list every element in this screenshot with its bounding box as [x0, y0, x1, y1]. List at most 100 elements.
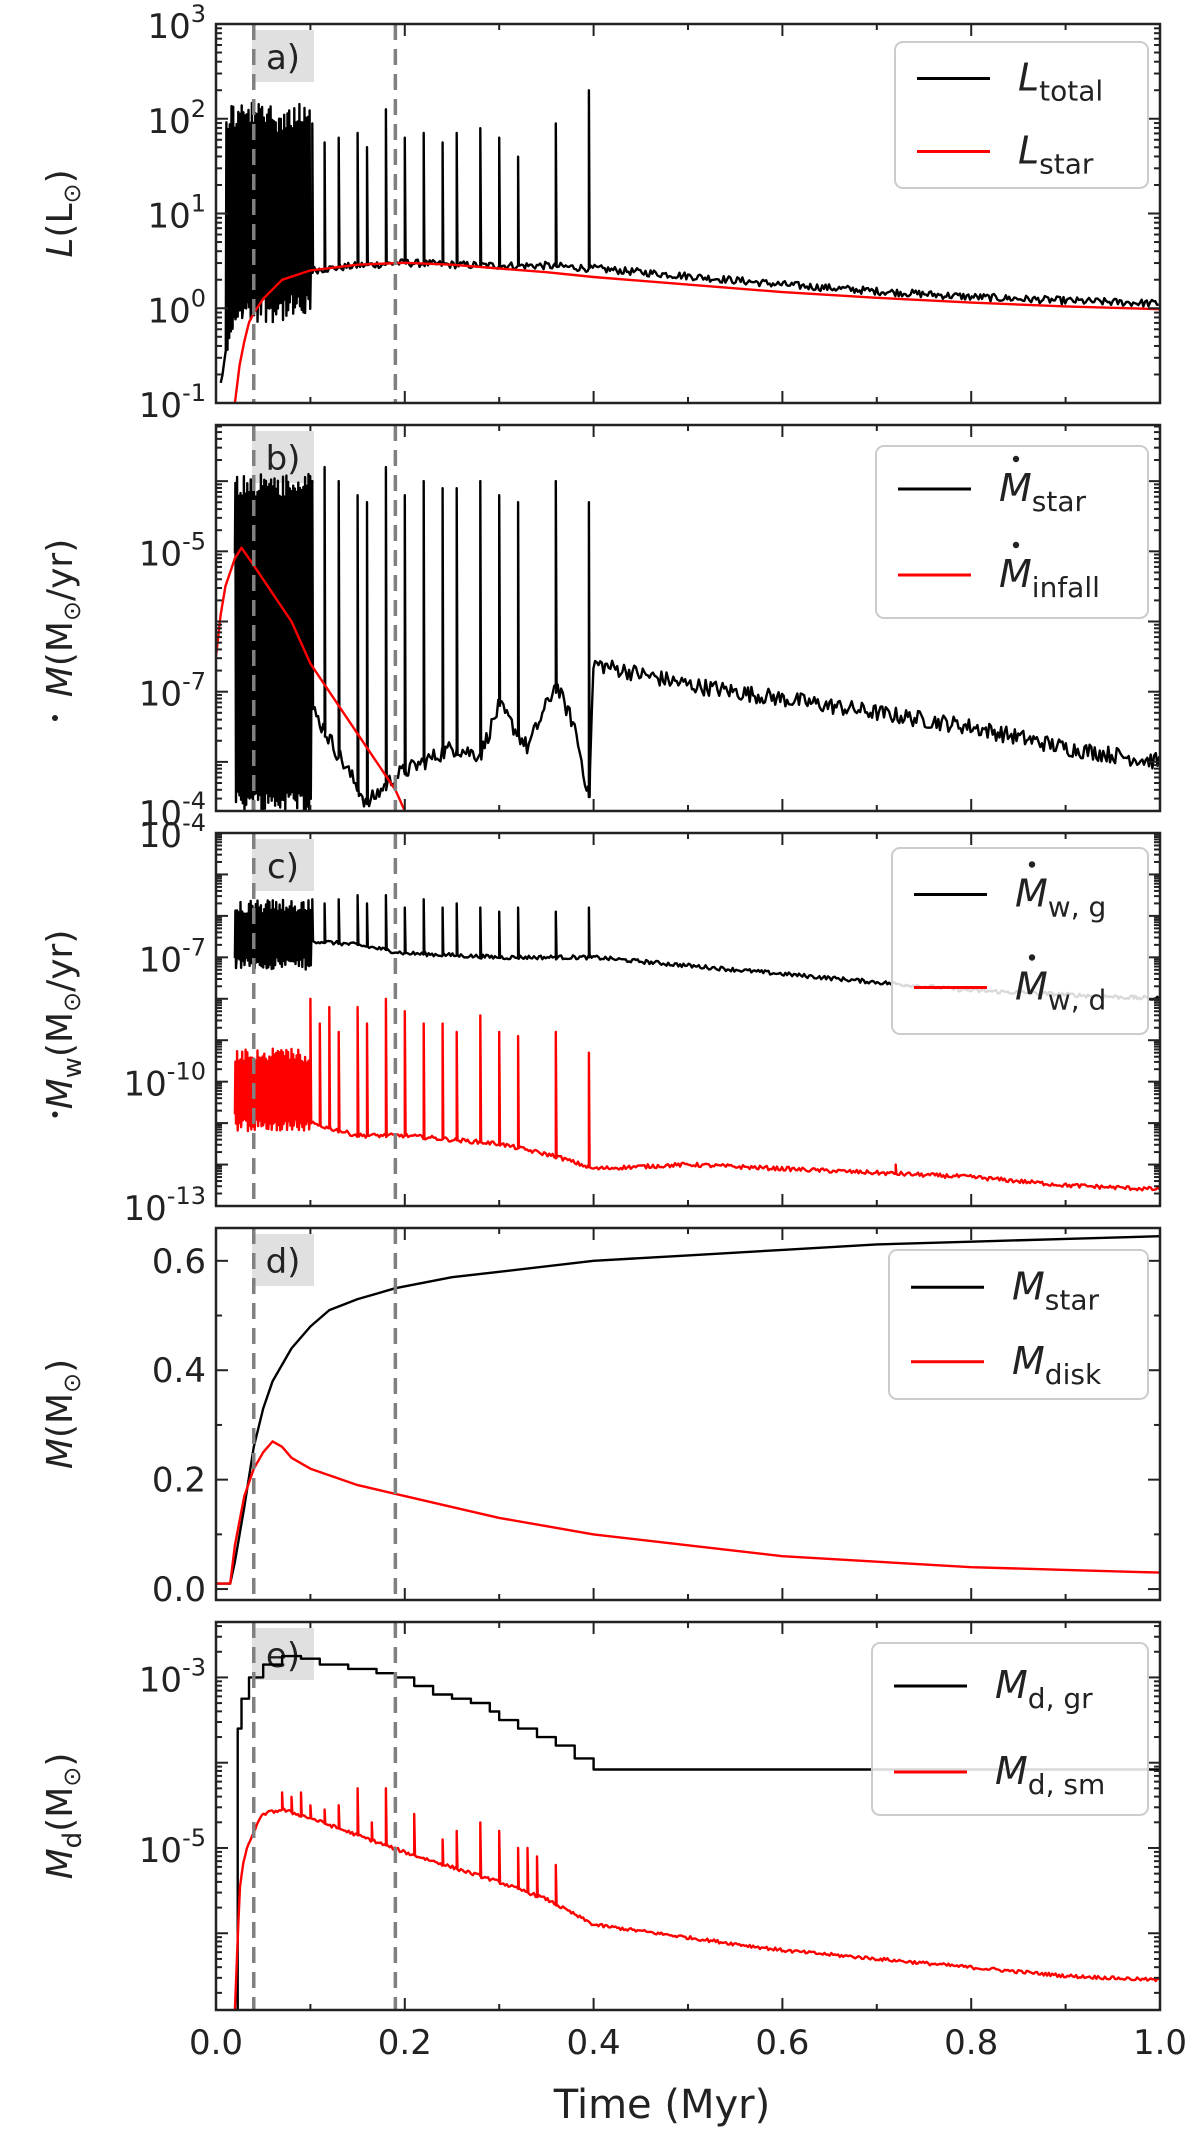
panel-label: a) — [266, 38, 300, 78]
y-tick-label: 10-3 — [139, 1653, 206, 1700]
panel-label-bg — [252, 1234, 314, 1286]
x-tick-label: 1.0 — [1133, 2023, 1187, 2063]
series-line-M_d_gr — [234, 1654, 1160, 2010]
legend-label: Mw, d — [1015, 965, 1106, 1017]
legend: Ltotal Lstar — [894, 41, 1149, 189]
legend-symbol: M — [1012, 1264, 1045, 1308]
tick-exponent: -10 — [167, 1058, 206, 1086]
y-tick-label: 0.2 — [152, 1461, 206, 1501]
tick-exponent: -5 — [182, 527, 206, 555]
tick-base: 10 — [147, 7, 190, 47]
tick-base: 10 — [139, 816, 182, 856]
panel-frame — [214, 1226, 1162, 1602]
panel-frame — [214, 423, 1162, 813]
legend-subscript: infall — [1032, 571, 1100, 604]
y-tick-label: 101 — [147, 190, 206, 237]
tick-exponent: 3 — [191, 0, 206, 28]
y-tick-label: 10-5 — [139, 527, 206, 574]
legend-subscript: d, sm — [1028, 1768, 1105, 1801]
tick-exponent: -5 — [182, 1824, 206, 1852]
ylabel-dot — [52, 1111, 58, 1118]
ylabel-close: /yr) — [40, 930, 81, 992]
y-tick-label: 10-4 — [139, 787, 206, 834]
tick-exponent: -4 — [182, 787, 206, 815]
legend-symbol: M — [995, 1663, 1028, 1707]
ylabel-sun-symbol: ⊙ — [58, 601, 86, 621]
series-group — [219, 89, 1160, 403]
y-tick-label: 103 — [147, 0, 206, 47]
ylabel-subscript: w — [58, 1057, 88, 1078]
panel-frame — [214, 22, 1162, 405]
y-tick-text: 103 — [147, 0, 206, 47]
panel-label-bg — [252, 431, 314, 483]
series-group — [216, 1235, 1160, 1585]
y-tick-label: 10-7 — [139, 668, 206, 715]
y-axis-label: L(L⊙) — [40, 169, 86, 257]
series-line-Mdot_star — [233, 465, 1160, 811]
y-tick-text: 10-1 — [139, 379, 206, 426]
legend-label: Mstar — [999, 466, 1087, 518]
tick-base: 10 — [147, 197, 190, 237]
y-tick-label: 0.0 — [152, 1570, 206, 1610]
y-tick-text: 10-4 — [139, 809, 206, 856]
series-line-M_d_sm — [233, 1787, 1160, 2010]
x-tick-label: 0.8 — [944, 2023, 998, 2063]
y-tick-text: 0.0 — [152, 1570, 206, 1610]
y-tick-label: 0.4 — [152, 1351, 206, 1391]
y-tick-text: 10-4 — [139, 787, 206, 834]
tick-exponent: 0 — [191, 284, 206, 312]
ylabel-close: /yr) — [40, 539, 81, 601]
ylabel-close: ) — [40, 1359, 81, 1373]
tick-base: 10 — [124, 1189, 167, 1229]
y-tick-label: 102 — [147, 95, 206, 142]
panel-label-bg — [252, 839, 314, 891]
legend-dot — [1028, 861, 1036, 868]
ylabel-symbol: M — [40, 666, 81, 697]
series-line-L_total — [219, 89, 1159, 384]
y-tick-text: 10-7 — [139, 933, 206, 980]
panel-label: b) — [266, 439, 301, 479]
legend-dot — [1012, 455, 1020, 463]
panels-group: a)10-1100101102103L(L⊙)LtotalLstarb)10-4… — [40, 0, 1162, 2012]
ylabel-symbol: M — [40, 1078, 81, 1109]
y-tick-text: 101 — [147, 190, 206, 237]
legend-subscript: disk — [1045, 1358, 1102, 1391]
x-tick-label: 0.6 — [755, 2023, 809, 2063]
ylabel-symbol: L — [40, 238, 81, 258]
legend-label: Mdisk — [1012, 1339, 1102, 1391]
x-tick-label: 0.2 — [378, 2023, 432, 2063]
ylabel-sun-symbol: ⊙ — [58, 1373, 86, 1393]
legend-label: Mstar — [1012, 1264, 1100, 1316]
legend-dot — [1012, 541, 1020, 549]
tick-base: 10 — [139, 675, 182, 715]
y-tick-text: 10-13 — [124, 1182, 206, 1229]
legend: Mw, gMw, d — [891, 847, 1149, 1035]
y-axis-label: Md(M⊙) — [40, 1753, 88, 1880]
tick-exponent: -13 — [167, 1182, 206, 1210]
ylabel-unit: (M — [40, 621, 81, 666]
x-axis-label: Time (Myr) — [553, 2082, 770, 2128]
x-axis: 0.0 0.2 0.4 0.6 0.8 1.0 — [189, 2023, 1187, 2063]
legend-symbol: M — [1015, 965, 1048, 1009]
tick-exponent: 2 — [191, 95, 206, 123]
legend-symbol: M — [999, 466, 1032, 510]
legend-label: Lstar — [1018, 129, 1094, 181]
series-line-M_disk — [216, 1440, 1160, 1585]
legend-symbol: L — [1018, 129, 1039, 173]
legend-subscript: d, gr — [1028, 1682, 1093, 1715]
ylabel-close: ) — [40, 1753, 81, 1767]
y-tick-label: 10-13 — [124, 1182, 206, 1229]
y-tick-label: 10-5 — [139, 1824, 206, 1871]
legend-symbol: M — [995, 1749, 1028, 1793]
legend-subscript: total — [1039, 75, 1103, 108]
y-tick-text: 10-5 — [139, 527, 206, 574]
series-line-Mdot_infall — [216, 546, 406, 811]
y-tick-text: 0.4 — [152, 1351, 206, 1391]
legend-label: Minfall — [999, 552, 1100, 604]
ylabel-sun-symbol: ⊙ — [58, 992, 86, 1012]
y-axis-label: Mw(M⊙/yr) — [40, 930, 88, 1110]
ylabel-close: ) — [40, 169, 81, 183]
